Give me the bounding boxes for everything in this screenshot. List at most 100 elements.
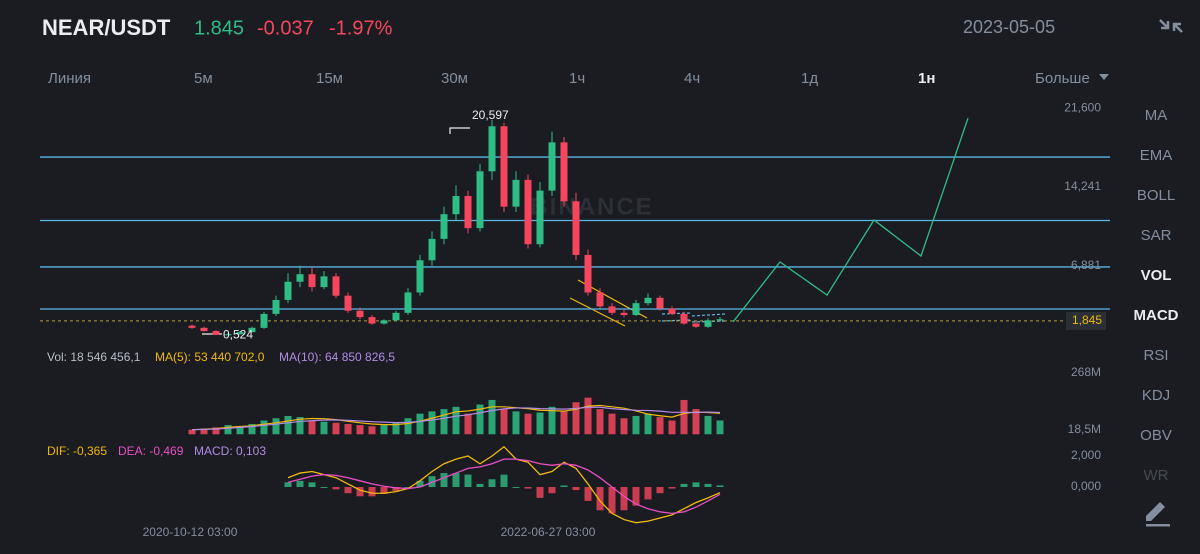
candle-body	[392, 312, 400, 321]
volume-bar	[608, 413, 616, 435]
symbol: NEAR/USDT	[42, 15, 171, 40]
macd-bar	[440, 473, 448, 488]
candle-body	[452, 195, 460, 215]
legend-text: MACD: 0,103	[194, 444, 266, 458]
volume-bar	[500, 409, 508, 435]
watermark: BINANCE	[530, 193, 653, 220]
line	[1146, 524, 1170, 527]
x-axis-label: 2020-10-12 03:00	[143, 525, 238, 539]
macd-bar	[428, 476, 436, 488]
volume-bar	[344, 423, 352, 435]
candle-body	[428, 238, 436, 261]
candle-body	[668, 308, 676, 314]
volume-bar	[320, 421, 328, 435]
candle-body	[344, 295, 352, 311]
volume-bar	[560, 411, 568, 435]
candle-body	[584, 254, 592, 293]
volume-bar	[452, 406, 460, 435]
macd-bar	[560, 485, 568, 488]
indicator-button[interactable]: MA	[1145, 107, 1168, 124]
candle-body	[404, 292, 412, 313]
candle-body	[632, 303, 640, 315]
macd-bar	[464, 474, 472, 488]
indicator-button[interactable]: KDJ	[1142, 387, 1170, 404]
arrow	[1172, 22, 1183, 33]
high-label: 20,597	[472, 108, 509, 122]
volume-bar	[644, 413, 652, 435]
candle-body	[704, 320, 712, 327]
candle-body	[284, 281, 292, 300]
indicator-button[interactable]: BOLL	[1137, 187, 1175, 204]
change-pct: -1.97%	[329, 17, 393, 39]
candle-body	[188, 325, 196, 328]
indicator-button[interactable]: MACD	[1134, 307, 1179, 324]
pencil	[1146, 502, 1165, 521]
candle-body	[572, 201, 580, 255]
macd-bar	[452, 473, 460, 488]
candle-body	[488, 126, 496, 172]
indicator-button[interactable]: EMA	[1140, 147, 1173, 164]
arrow	[1159, 19, 1170, 30]
macd-bar	[296, 480, 304, 488]
candle-body	[236, 332, 244, 335]
indicator-button[interactable]: RSI	[1143, 347, 1168, 364]
candle-body	[476, 171, 484, 229]
macd-bar	[416, 480, 424, 488]
collapse-icon[interactable]	[1159, 19, 1183, 33]
macd-bar	[500, 474, 508, 488]
macd-bar	[704, 483, 712, 488]
volume-bar	[416, 413, 424, 435]
volume-bar	[704, 415, 712, 435]
candle-body	[416, 260, 424, 293]
macd-bar	[692, 482, 700, 488]
indicator-fade	[1120, 468, 1200, 490]
interval-tab[interactable]: 1ч	[569, 70, 585, 87]
volume-bar	[368, 426, 376, 435]
edit-icon[interactable]	[1146, 502, 1170, 527]
interval-tab[interactable]: Больше	[1035, 70, 1090, 87]
macd-bar	[680, 483, 688, 488]
macd-bar	[488, 479, 496, 488]
interval-tab[interactable]: 5м	[194, 70, 213, 87]
macd-bar	[620, 487, 628, 511]
price: 1.845	[194, 17, 244, 39]
macd-bar	[332, 487, 340, 490]
macd-bar	[524, 487, 532, 489]
volume-bar	[248, 423, 256, 435]
candle-body	[440, 214, 448, 239]
interval-tab[interactable]: 1н	[918, 70, 935, 87]
indicator-button[interactable]: VOL	[1141, 267, 1172, 284]
volume-bar	[716, 420, 724, 435]
legend-text: DEA: -0,469	[118, 444, 184, 458]
candle-body	[224, 334, 232, 336]
interval-tab[interactable]: 15м	[316, 70, 343, 87]
volume-bar	[680, 399, 688, 435]
candle-body	[596, 292, 604, 307]
volume-bar	[656, 417, 664, 435]
volume-bar	[200, 428, 208, 435]
volume-bar	[380, 425, 388, 435]
volume-bar	[632, 415, 640, 435]
volume-bar	[356, 425, 364, 435]
interval-tab[interactable]: 4ч	[684, 70, 700, 87]
indicator-button[interactable]: OBV	[1140, 427, 1172, 444]
candle-body	[296, 274, 304, 282]
volume-bar	[260, 420, 268, 435]
interval-tab[interactable]: 1д	[801, 70, 818, 87]
candle-body	[644, 297, 652, 304]
candle-body	[200, 327, 208, 332]
volume-bar	[212, 427, 220, 435]
macd-bar	[608, 487, 616, 514]
volume-bar	[464, 413, 472, 435]
volume-bar	[308, 420, 316, 435]
candle-body	[356, 310, 364, 318]
interval-tab[interactable]: Линия	[48, 70, 91, 87]
last-price-label: 1,845	[1072, 313, 1102, 327]
interval-tab[interactable]: 30м	[441, 70, 468, 87]
candle-body	[248, 327, 256, 333]
volume-bar	[236, 426, 244, 435]
change: -0.037	[257, 17, 314, 39]
volume-bar	[272, 418, 280, 435]
indicator-button[interactable]: SAR	[1141, 227, 1172, 244]
volume-bar	[404, 418, 412, 435]
